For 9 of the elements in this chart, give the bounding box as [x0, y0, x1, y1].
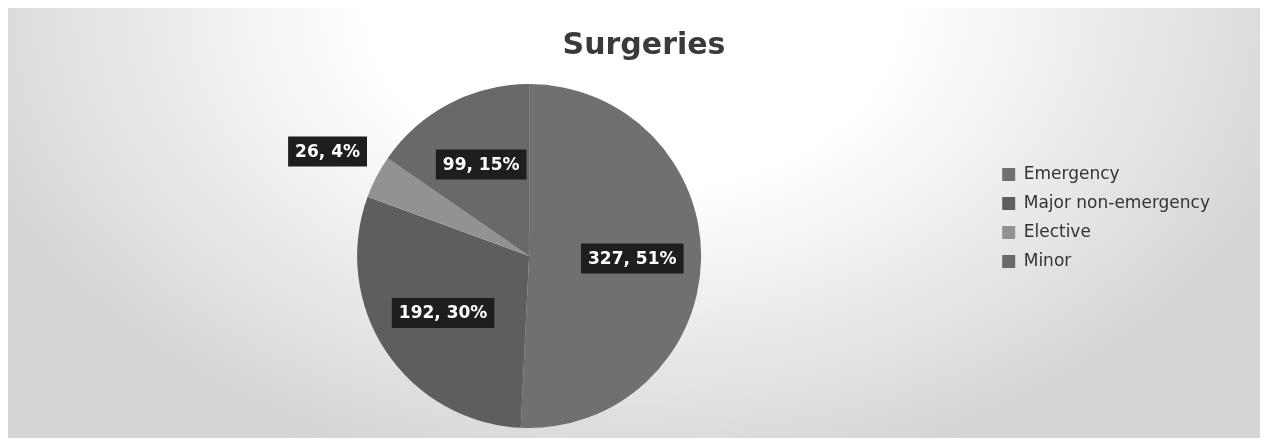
legend-label: Elective [1023, 220, 1091, 241]
legend-label: Emergency [1023, 162, 1120, 183]
data-label: 192, 30% [398, 302, 488, 323]
data-label: 26, 4% [295, 140, 361, 161]
legend-label: Minor [1023, 249, 1072, 270]
data-label: 327, 51% [587, 247, 677, 268]
legend-label: Major non-emergency [1023, 191, 1211, 212]
data-label: 99, 15% [442, 154, 520, 175]
chart-title: Surgeries [562, 25, 726, 61]
